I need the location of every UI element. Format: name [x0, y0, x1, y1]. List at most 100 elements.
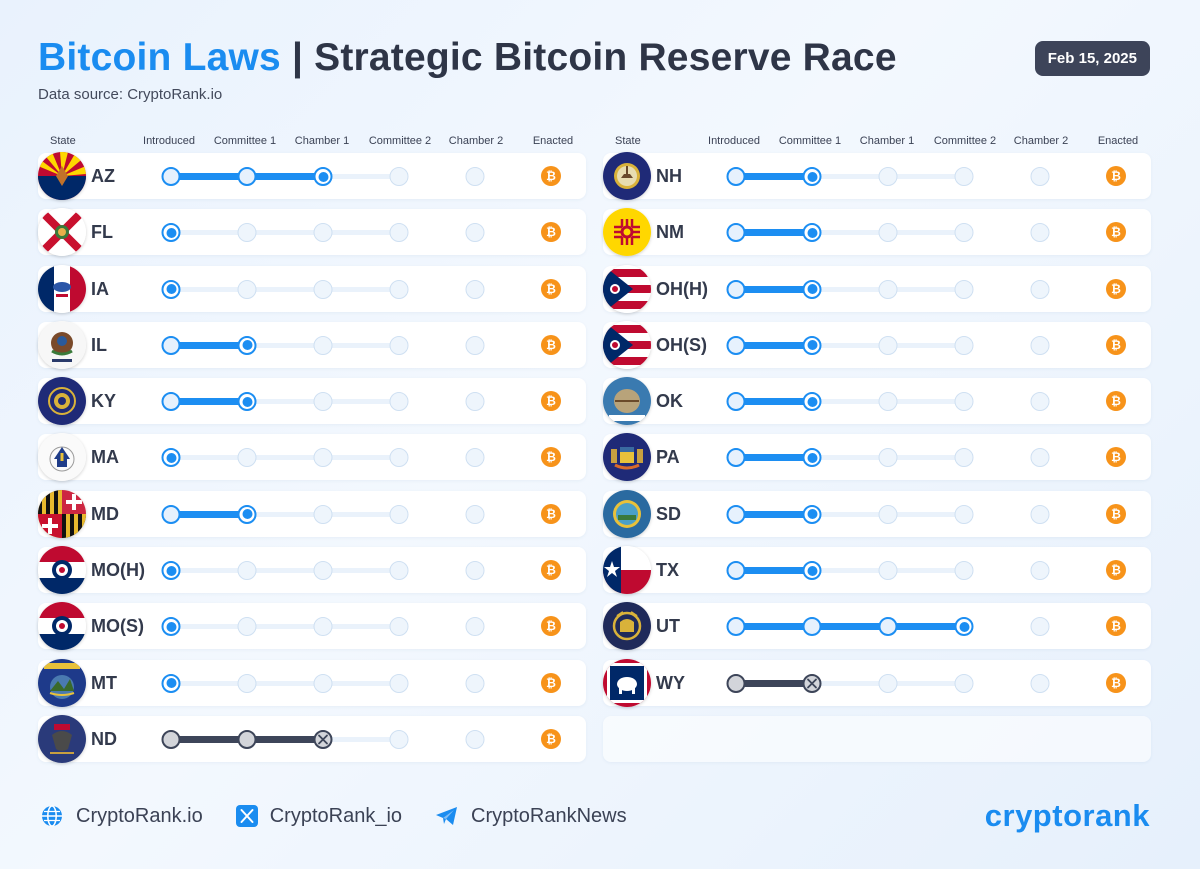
stage-pending-dot: [878, 673, 898, 693]
state-row-nh[interactable]: NH ₿: [603, 152, 1151, 200]
bitcoin-enacted-icon: ₿: [541, 278, 561, 299]
progress-fill: [736, 567, 812, 575]
bitcoin-enacted-icon: ₿: [541, 560, 561, 581]
stage-pending-dot: [389, 561, 409, 581]
state-row-ut[interactable]: UT ₿: [603, 602, 1151, 651]
progress-fill: [736, 285, 812, 293]
bitcoin-enacted-icon: ₿: [1106, 447, 1126, 468]
state-code: NM: [656, 222, 684, 243]
stage-passed-dot: [726, 617, 746, 637]
stage-pending-dot: [878, 448, 898, 468]
bitcoin-enacted-icon: ₿: [541, 447, 561, 468]
flag-md-icon: [38, 489, 86, 538]
flag-ma-icon: [38, 433, 86, 482]
state-code: PA: [656, 447, 680, 468]
x-mark-icon: [318, 734, 328, 745]
bitcoin-enacted-icon: ₿: [541, 616, 561, 637]
state-row-nm[interactable]: NM ₿: [603, 208, 1151, 257]
flag-oh-icon: [603, 320, 651, 369]
website-link[interactable]: CryptoRank.io: [40, 804, 203, 828]
state-row-md[interactable]: MD ₿: [38, 489, 586, 538]
stage-pending-dot: [237, 448, 257, 468]
stage-pending-dot: [465, 504, 485, 524]
state-row-ky[interactable]: KY ₿: [38, 377, 586, 426]
column-header-chamber-1: Chamber 1: [859, 135, 915, 147]
date-badge: Feb 15, 2025: [1034, 41, 1150, 76]
stage-pending-dot: [954, 504, 974, 524]
state-row-ohs[interactable]: OH(S) ₿: [603, 320, 1151, 369]
stage-pending-dot: [465, 561, 485, 581]
state-row-ok[interactable]: OK ₿: [603, 377, 1151, 426]
progress-fill: [736, 510, 812, 518]
stage-pending-dot: [465, 673, 485, 693]
footer: CryptoRank.io CryptoRank_io CryptoRankNe…: [40, 804, 627, 828]
state-row-mt[interactable]: MT ₿: [38, 658, 586, 707]
stage-passed-dot: [726, 392, 746, 412]
stage-passed-dot: [161, 392, 181, 412]
website-label: CryptoRank.io: [76, 804, 203, 827]
state-row-ma[interactable]: MA ₿: [38, 433, 586, 482]
stage-pending-dot: [465, 729, 485, 749]
state-code: IL: [91, 334, 107, 355]
state-row-az[interactable]: AZ ₿: [38, 152, 586, 200]
x-mark-icon: [807, 678, 817, 689]
stage-passed-dot: [726, 448, 746, 468]
state-row-ia[interactable]: IA ₿: [38, 264, 586, 313]
column-header-introduced: Introduced: [143, 135, 195, 147]
state-row-nd[interactable]: ND ₿: [38, 714, 586, 763]
telegram-link[interactable]: CryptoRankNews: [435, 805, 627, 828]
stage-pending-dot: [313, 335, 333, 355]
stage-pending-dot: [237, 673, 257, 693]
stage-pending-dot: [954, 448, 974, 468]
stage-pending-dot: [389, 335, 409, 355]
stage-current-dot: [237, 504, 257, 524]
title-bitcoin-laws: Bitcoin Laws: [38, 36, 281, 79]
stage-passed-dot: [726, 504, 746, 524]
flag-ut-icon: [603, 602, 651, 651]
state-row-moh[interactable]: MO(H) ₿: [38, 546, 586, 595]
stage-passed-dot: [878, 617, 898, 637]
bitcoin-enacted-icon: ₿: [541, 503, 561, 524]
progress-track: [171, 455, 399, 461]
bitcoin-enacted-icon: ₿: [541, 391, 561, 412]
stage-pending-dot: [878, 279, 898, 299]
column-header-introduced: Introduced: [708, 135, 760, 147]
column-header-state: State: [615, 135, 641, 147]
x-twitter-icon: [235, 805, 258, 827]
stage-pending-dot: [878, 504, 898, 524]
stage-pending-dot: [1030, 167, 1050, 186]
state-row-mos[interactable]: MO(S) ₿: [38, 602, 586, 651]
state-row-fl[interactable]: FL ₿: [38, 208, 586, 257]
stage-pending-dot: [237, 617, 257, 637]
twitter-link[interactable]: CryptoRank_io: [235, 805, 402, 828]
state-row-tx[interactable]: TX ₿: [603, 546, 1151, 595]
state-row-sd[interactable]: SD ₿: [603, 489, 1151, 538]
flag-fl-icon: [38, 208, 86, 257]
state-row-pa[interactable]: PA ₿: [603, 433, 1151, 482]
state-code: AZ: [91, 166, 115, 186]
title-separator: |: [280, 36, 315, 79]
stage-pending-dot: [465, 167, 485, 186]
flag-tx-icon: [603, 546, 651, 595]
flag-mo-icon: [38, 602, 86, 651]
state-row-il[interactable]: IL ₿: [38, 320, 586, 369]
state-row-wy[interactable]: WY ₿: [603, 658, 1151, 707]
flag-nh-icon: [603, 152, 651, 200]
column-header-row: State Introduced Committee 1 Chamber 1 Commi…: [603, 133, 1151, 153]
stage-pending-dot: [313, 673, 333, 693]
stage-pending-dot: [878, 223, 898, 243]
stage-pending-dot: [1030, 504, 1050, 524]
flag-pa-icon: [603, 433, 651, 482]
progress-track: [736, 286, 964, 292]
stage-pending-dot: [878, 335, 898, 355]
progress-track: [171, 624, 399, 630]
flag-nm-icon: [603, 208, 651, 257]
stage-pending-dot: [465, 223, 485, 243]
data-source: Data source: CryptoRank.io: [38, 86, 223, 103]
stage-pending-dot: [313, 392, 333, 412]
state-code: MD: [91, 503, 119, 524]
state-row-ohh[interactable]: OH(H) ₿: [603, 264, 1151, 313]
progress-track: [171, 230, 399, 236]
stage-pending-dot: [1030, 335, 1050, 355]
progress-track: [736, 568, 964, 574]
